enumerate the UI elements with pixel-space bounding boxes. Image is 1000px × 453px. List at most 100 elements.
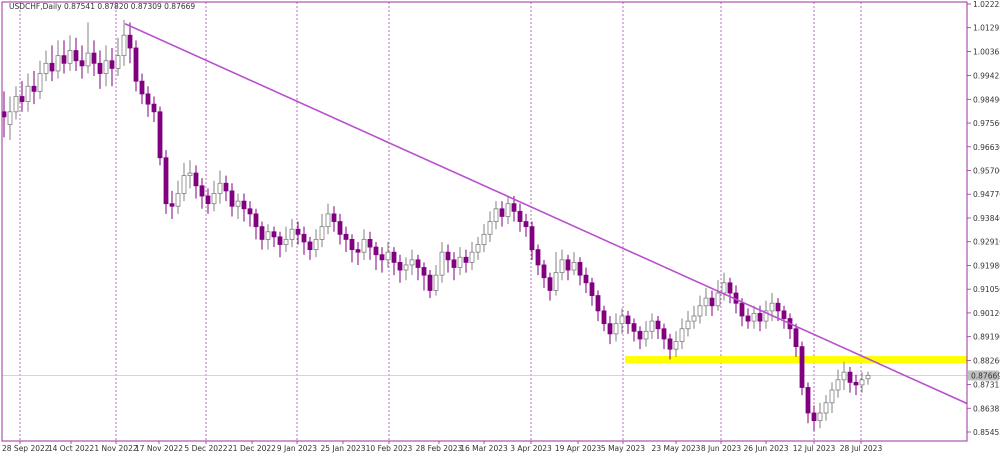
candle-body-bull (721, 282, 727, 294)
candle-body-bear (499, 208, 505, 217)
candle-body-bull (433, 274, 439, 291)
candle-body-bear (811, 412, 817, 422)
candle-body-bull (769, 302, 775, 312)
candle-body-bear (277, 236, 283, 245)
candle (577, 257, 583, 286)
candle (61, 40, 67, 74)
candle-body-bear (847, 371, 853, 383)
candle (433, 264, 439, 296)
candle-body-bull (217, 182, 223, 194)
candle-body-bull (361, 239, 367, 253)
candle (121, 19, 127, 66)
candle-body-bear (799, 346, 805, 388)
candle (145, 86, 151, 117)
candle-body-bear (307, 241, 313, 251)
candle (541, 259, 547, 288)
candle-body-bull (103, 60, 109, 74)
candle-body-bear (163, 157, 169, 205)
candle-body-bear (625, 315, 631, 325)
x-tick-label: 9 Jan 2023 (277, 444, 317, 453)
candle (43, 50, 49, 82)
candle (55, 40, 61, 79)
candle (211, 180, 217, 212)
candle (499, 201, 505, 227)
candle (139, 73, 145, 105)
candle-body-bear (379, 254, 385, 261)
downtrend-line[interactable] (124, 23, 968, 405)
candle-body-bear (727, 282, 733, 294)
candle (667, 333, 673, 360)
candle (841, 361, 847, 391)
candle (493, 201, 499, 230)
candle-body-bull (319, 226, 325, 240)
candle-body-bear (127, 34, 133, 49)
candle-body-bear (427, 274, 433, 291)
candle-body-bear (739, 302, 745, 317)
candle (793, 323, 799, 357)
candle-body-bull (685, 320, 691, 330)
candle-body-bear (331, 213, 337, 222)
candle (391, 247, 397, 276)
candle (67, 35, 73, 71)
candle-body-bear (133, 47, 139, 82)
candle (127, 22, 133, 64)
x-tick-label: 5 May 2023 (601, 444, 645, 453)
candle-body-bull (505, 203, 511, 217)
candle (73, 37, 79, 71)
candle-body-bear (355, 249, 361, 253)
x-tick-label: 14 Oct 2022 (48, 444, 95, 453)
candle (421, 262, 427, 291)
candle (259, 221, 265, 250)
candle (865, 371, 871, 385)
candle-body-bear (577, 261, 583, 276)
candle (811, 405, 817, 431)
x-tick-label: 16 Mar 2023 (460, 444, 508, 453)
candle (289, 218, 295, 248)
candle (673, 331, 679, 357)
candle (703, 287, 709, 316)
candle (571, 252, 577, 276)
y-tick-label: 1.01295 (973, 24, 1000, 33)
candle-body-bear (1, 111, 7, 118)
candle-body-bull (313, 239, 319, 251)
candle-body-bull (493, 208, 499, 222)
candle-body-bear (229, 190, 235, 207)
candle-body-bear (451, 259, 457, 268)
candle-body-bear (655, 320, 661, 330)
current-price-tag (968, 370, 999, 381)
candle (295, 221, 301, 245)
candle-body-bear (631, 323, 637, 332)
candle (361, 229, 367, 260)
candle-body-bear (511, 203, 517, 212)
candle-body-bull (829, 389, 835, 404)
candle (451, 252, 457, 281)
candle (169, 190, 175, 219)
candle-body-bear (301, 233, 307, 243)
candle (385, 241, 391, 268)
support-zone (625, 356, 967, 364)
candle (205, 188, 211, 214)
candle-body-bear (745, 315, 751, 322)
candle-body-bull (619, 315, 625, 325)
candle-body-bear (373, 246, 379, 256)
candle (79, 45, 85, 79)
candle-body-bull (469, 251, 475, 263)
candle (625, 310, 631, 334)
candle (817, 402, 823, 429)
candle-body-bear (343, 233, 349, 240)
candle-body-bull (481, 233, 487, 245)
candle-body-bull (691, 315, 697, 322)
candle (265, 224, 271, 250)
candle (175, 180, 181, 214)
candle-body-bear (145, 93, 151, 105)
candle (805, 382, 811, 424)
candle (799, 341, 805, 396)
candle (25, 73, 31, 112)
candle (559, 249, 565, 281)
candle-body-bear (637, 330, 643, 340)
candle-body-bear (757, 313, 763, 322)
candle-body-bear (781, 310, 787, 319)
